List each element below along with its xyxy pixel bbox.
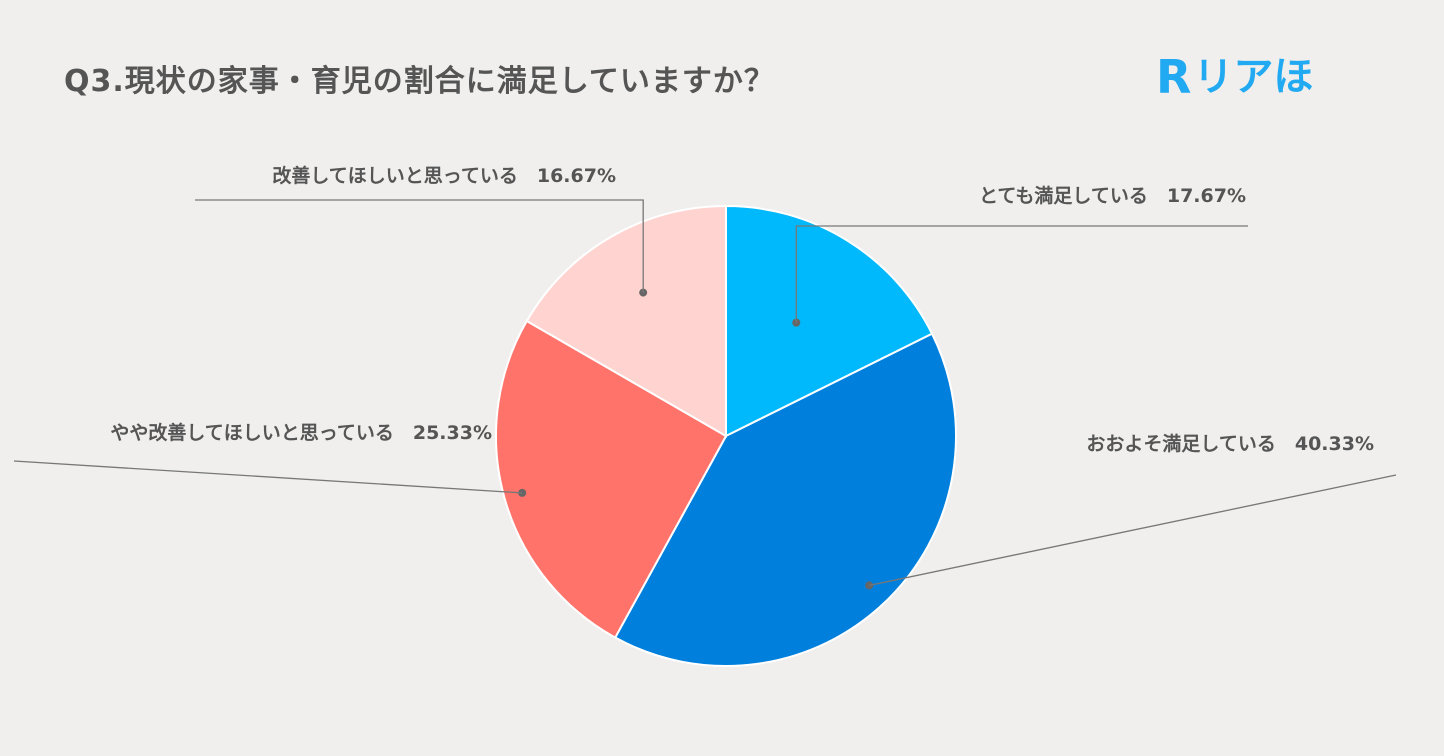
pie-slice-4 bbox=[525, 204, 727, 438]
leader-line-3 bbox=[13, 460, 523, 494]
brand-logo: R リアほ bbox=[1156, 54, 1313, 100]
leader-line-4 bbox=[195, 199, 644, 293]
slice-label-2: おおよそ満足している 40.33% bbox=[1086, 433, 1374, 455]
leader-line-1 bbox=[795, 225, 1248, 323]
slice-label-4: 改善してほしいと思っている 16.67% bbox=[272, 164, 616, 187]
logo-mark: R bbox=[1156, 50, 1192, 104]
slice-label-1: とても満足している 17.67% bbox=[979, 185, 1246, 207]
leader-line-2 bbox=[869, 474, 1397, 587]
chart-title: Q3.現状の家事・育児の割合に満足していますか？ bbox=[64, 64, 775, 99]
slice-label-3: やや改善してほしいと思っている 25.33% bbox=[110, 421, 492, 444]
pie-slice-3 bbox=[495, 319, 728, 639]
logo-text: リアほ bbox=[1193, 54, 1314, 100]
pie-slice-1 bbox=[725, 204, 934, 438]
